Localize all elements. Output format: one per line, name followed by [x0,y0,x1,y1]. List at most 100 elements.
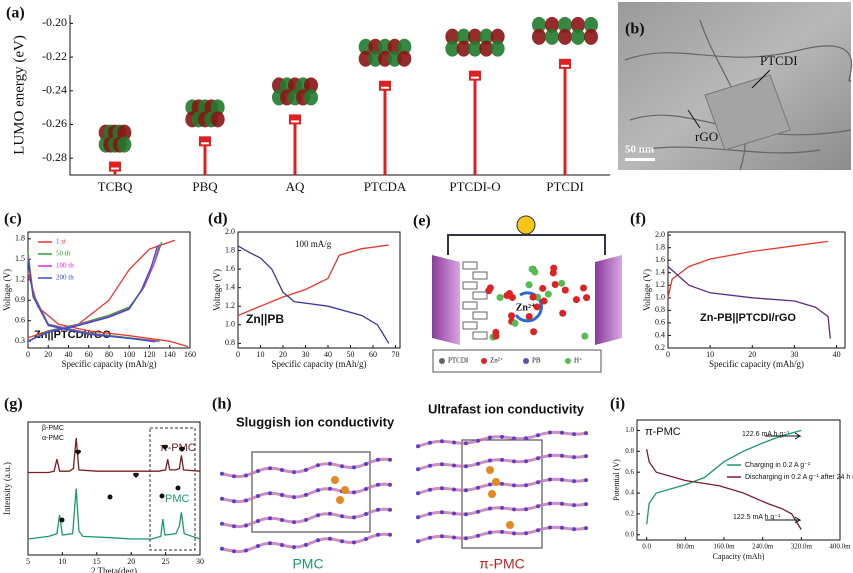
arrow [751,69,771,89]
chain [417,477,587,495]
y-tick-label: 1.0 [625,426,634,434]
x-tick-label: 140 [164,350,176,359]
atom [512,507,516,512]
orbital-lobe [117,124,132,141]
data-line [27,245,159,343]
ion [544,290,552,298]
ptcdi-stack [472,331,488,340]
x-tick-label: 70 [392,350,400,359]
atom [268,491,272,496]
zn-ion [331,476,339,484]
ion [506,289,514,297]
y-tick-label: 0.2 [655,343,665,352]
x-tick-label: 240.0m [752,543,774,551]
atom [584,526,588,531]
x-axis-label: Capacity (mAh) [713,552,765,561]
orbital-lobe [117,136,132,153]
y-tick-label: 1.8 [655,243,665,252]
atom [524,436,528,441]
ion [525,312,533,320]
atom [364,462,368,466]
marker-center [111,167,119,170]
zn-ion [506,521,514,529]
orbital-lobe [532,16,546,33]
legend-swatch [565,358,571,364]
x-tick-label: 160 [184,350,196,359]
y-tick-label: 1.2 [225,301,235,310]
legend-swatch [481,358,487,364]
x-tick-label: 20 [279,350,287,359]
atom [352,490,356,495]
atom [572,432,576,437]
chain [417,525,587,543]
orbital-lobe [378,38,392,55]
atom [572,527,576,532]
atom [244,523,248,528]
atom [220,471,224,476]
marker-center [381,86,389,89]
chart: (c) 0.3 0.6 0.9 1.2 1.5 1.8 0 20 40 60 80 100 120 140 1… [2,211,196,369]
atom [476,461,480,466]
orbital-lobe [468,40,482,57]
atom [476,533,480,538]
x-axis-label: Specific capacity (mAh/g) [62,359,157,369]
image-label: rGO [695,129,718,144]
x-tick-label: 20 [127,557,135,566]
orbital-lobe [468,28,482,45]
atom [584,502,588,507]
x-tick-label: 100 [123,350,135,359]
x-tick-label: 80 [105,350,113,359]
atom [304,542,308,547]
atom [464,464,468,469]
x-tick-label: TCBQ [98,179,133,194]
ion [511,319,519,327]
ion [531,268,539,276]
caption: PMC [292,556,323,572]
schematic-panel: (e) Zn²⁺ PTCDI Zn²⁺ PB H⁺ [413,213,622,373]
peak-symbol [59,517,65,523]
chart: (f) 0.2 0.4 0.6 0.8 1.0 1.2 1.4 1.6 1.8 2.0 0 10 20 30… [630,211,846,369]
ion [551,280,559,288]
panel-title: Ultrafast ion conductivity [428,401,585,416]
orbital-lobe [358,50,373,67]
y-tick-label: 1.2 [15,275,25,284]
ion [549,269,557,277]
atom [548,430,552,435]
data-line [237,244,389,317]
orbital-lobe [456,28,471,45]
chart: (i) 0.0 0.2 0.4 0.6 0.8 1.0 0.0 80.0m 160.0m 240.0… [610,396,853,561]
orbital-lobe [545,28,559,45]
electrode [432,255,460,345]
orbital-lobe [368,50,383,67]
atom [364,487,368,491]
peak-symbol [132,472,140,478]
atom [232,499,236,504]
ptcdi-stack [462,301,478,310]
x-tick-label: 60 [369,350,377,359]
y-axis-label: Voltage (V) [642,269,652,311]
x-tick-label: 5 [26,557,30,566]
panel-label: (g) [4,396,23,413]
orbital-lobe [210,99,225,116]
atom [256,469,260,473]
atom [352,515,356,520]
y-tick-label: 0.0 [625,530,634,538]
atom [524,483,528,488]
atom [428,487,432,492]
atom [464,441,468,446]
orbital-lobe [358,38,373,55]
atom [416,539,420,544]
x-tick-label: 120 [144,350,156,359]
atom [452,487,456,492]
atom [220,496,224,501]
peak-symbol [178,446,186,452]
orbital-lobe [490,28,505,45]
orbital-lobe [456,40,471,57]
atom [376,457,380,462]
annotation: Zn-PB||PTCDI/rGO [700,312,796,324]
atom [512,483,516,488]
legend-label: PTCDI [448,357,469,365]
atom [440,439,444,444]
atom [560,430,564,435]
ptcdi-stack [472,311,488,320]
